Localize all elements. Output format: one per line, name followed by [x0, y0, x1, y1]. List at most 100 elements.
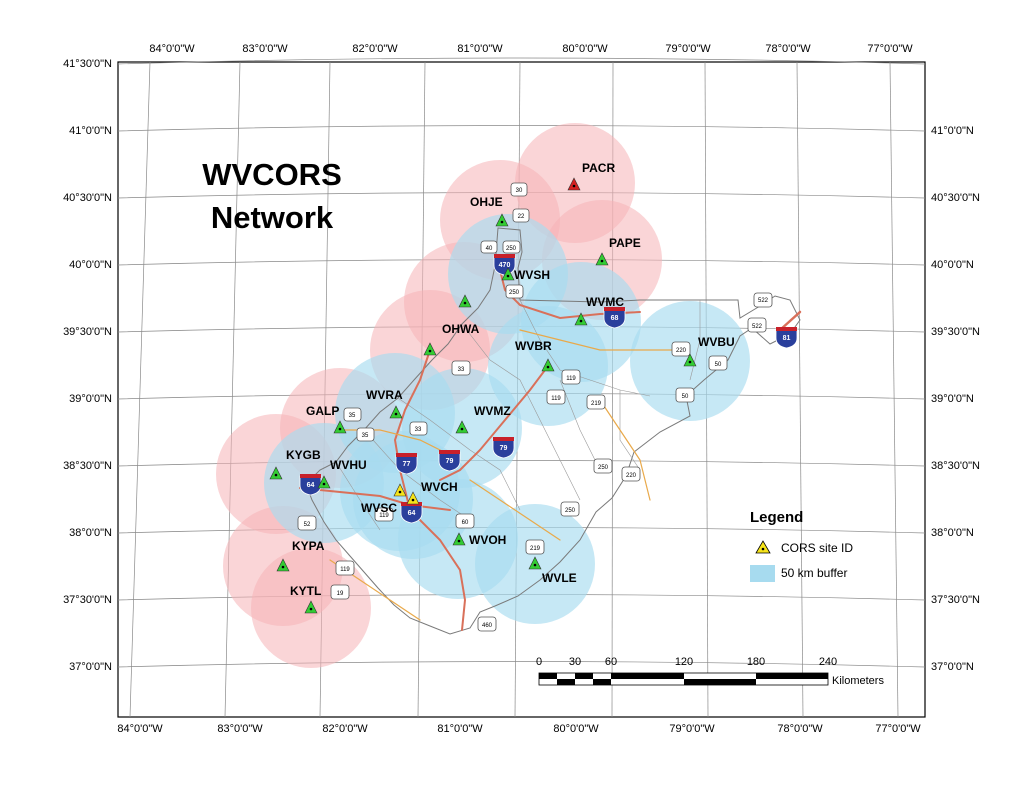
us-route-shield: 33	[409, 421, 428, 436]
site-marker-dot	[533, 563, 537, 567]
us-route-shield: 19	[330, 584, 350, 600]
interstate-shield: 79	[438, 450, 461, 472]
legend-label: 50 km buffer	[781, 566, 847, 580]
us-route-number: 522	[758, 298, 769, 304]
us-route-shield: 250	[502, 240, 521, 254]
site-label: PAPE	[609, 236, 641, 250]
cors-site-marker-pacr	[567, 177, 581, 191]
us-route-number: 60	[462, 520, 469, 526]
site-label: OHWA	[442, 322, 480, 336]
buffer-swatch	[750, 565, 775, 582]
cors-site-marker-ohwa	[423, 342, 437, 356]
lat-label-left: 41°30'0"N	[63, 58, 112, 70]
lat-label-right: 38°0'0"N	[931, 527, 974, 539]
lat-label-left: 38°30'0"N	[63, 460, 112, 472]
lat-label-left: 40°0'0"N	[69, 259, 112, 271]
us-route-number: 219	[530, 546, 541, 552]
lat-label-left: 41°0'0"N	[69, 125, 112, 137]
scale-tick-label: 30	[569, 656, 581, 668]
site-marker-dot	[274, 473, 278, 477]
lon-label-bottom: 80°0'0"W	[553, 723, 599, 735]
us-route-number: 220	[626, 473, 637, 479]
lat-label-right: 38°30'0"N	[931, 460, 980, 472]
site-marker-dot	[398, 490, 402, 494]
us-route-shield: 119	[335, 560, 355, 576]
us-route-number: 30	[516, 188, 523, 194]
interstate-number: 79	[446, 458, 454, 465]
us-route-number: 35	[362, 433, 369, 439]
us-route-number: 33	[458, 367, 465, 373]
site-marker-dot	[411, 498, 415, 502]
us-route-shield: 219	[586, 394, 606, 410]
site-marker-dot	[506, 274, 510, 278]
scale-tick-label: 120	[675, 656, 693, 668]
cors-site-marker-wvoh	[452, 532, 466, 546]
us-route-number: 22	[518, 214, 525, 220]
lon-label-bottom: 79°0'0"W	[669, 723, 715, 735]
us-route-number: 19	[337, 591, 344, 597]
us-route-number: 119	[551, 396, 561, 402]
interstate-number: 81	[783, 335, 791, 342]
left-latitude-labels: 41°30'0"N 41°0'0"N 40°30'0"N 40°0'0"N 39…	[63, 58, 112, 673]
cors-site-marker	[458, 294, 472, 308]
interstate-number: 68	[611, 315, 619, 322]
site-label: OHJE	[470, 195, 503, 209]
site-label: PACR	[582, 161, 615, 175]
cors-site-marker-wvmz	[455, 420, 469, 434]
cors-site-marker-wvbu	[683, 353, 697, 367]
lat-label-left: 40°30'0"N	[63, 192, 112, 204]
cors-site-marker-wvle	[528, 556, 542, 570]
scale-tick-label: 0	[536, 656, 542, 668]
lat-label-right: 39°0'0"N	[931, 393, 974, 405]
site-marker-dot	[572, 184, 576, 188]
us-route-shield: 460	[477, 616, 497, 632]
site-marker-dot	[600, 259, 604, 263]
cors-site-marker-wvsc	[393, 483, 407, 497]
lon-label-top: 84°0'0"W	[149, 43, 195, 55]
us-route-shield: 220	[621, 466, 641, 482]
lon-label-top: 80°0'0"W	[562, 43, 608, 55]
lat-label-left: 39°30'0"N	[63, 326, 112, 338]
site-marker-dot	[322, 482, 326, 486]
cors-site-marker-galp	[333, 420, 347, 434]
site-label: WVMZ	[474, 404, 511, 418]
site-label: KYGB	[286, 448, 321, 462]
interstate-shield: 470	[493, 254, 516, 276]
interstate-number: 77	[403, 461, 411, 468]
map-title-line1: WVCORS	[202, 157, 342, 192]
major-roads	[299, 261, 802, 631]
legend: Legend CORS site ID 50 km buffer	[750, 509, 853, 582]
site-label: WVHU	[330, 458, 367, 472]
site-labels: PACR OHJE PAPE WVSH WVMC OHWA WVBR WVBU …	[286, 161, 735, 598]
us-route-number: 250	[506, 246, 517, 252]
site-label: WVOH	[469, 533, 506, 547]
cors-site-marker-wvra	[389, 405, 403, 419]
interstate-shield: 77	[395, 453, 418, 475]
lon-label-top: 77°0'0"W	[867, 43, 913, 55]
cors-site-marker-kypa	[276, 558, 290, 572]
map-title-line2: Network	[211, 200, 334, 235]
site-label: WVMC	[586, 295, 624, 309]
cors-site-marker-kygb	[269, 466, 283, 480]
site-marker-dot	[309, 607, 313, 611]
lon-label-top: 82°0'0"W	[352, 43, 398, 55]
us-route-shield: 250	[560, 501, 580, 517]
us-route-shield: 119	[561, 369, 581, 385]
scale-tick-label: 240	[819, 656, 837, 668]
lat-label-left: 38°0'0"N	[69, 527, 112, 539]
top-longitude-labels: 84°0'0"W 83°0'0"W 82°0'0"W 81°0'0"W 80°0…	[149, 43, 913, 55]
lat-label-left: 37°0'0"N	[69, 661, 112, 673]
site-marker-dot	[460, 427, 464, 431]
lon-label-top: 83°0'0"W	[242, 43, 288, 55]
lon-label-bottom: 83°0'0"W	[217, 723, 263, 735]
us-route-shield: 30	[510, 182, 528, 197]
site-label: WVLE	[542, 571, 577, 585]
interstate-shield: 68	[603, 307, 626, 329]
scale-tick-label: 180	[747, 656, 765, 668]
interstate-shield: 64	[299, 474, 322, 496]
lon-label-bottom: 81°0'0"W	[437, 723, 483, 735]
us-route-number: 250	[509, 290, 520, 296]
us-route-shield: 522	[747, 317, 767, 333]
us-route-shield: 50	[708, 355, 728, 371]
